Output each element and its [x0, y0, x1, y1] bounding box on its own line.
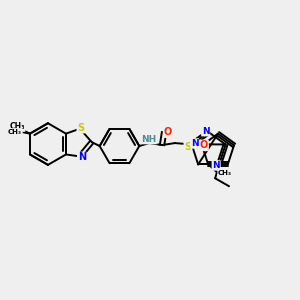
Text: S: S	[184, 142, 191, 152]
Text: N: N	[202, 127, 209, 136]
Text: CH₃: CH₃	[8, 129, 22, 135]
Text: CH₃: CH₃	[218, 170, 232, 176]
Text: NH: NH	[142, 135, 157, 144]
Text: CH₃: CH₃	[9, 122, 25, 131]
Text: N: N	[212, 161, 220, 170]
Text: O: O	[200, 140, 208, 150]
Text: N: N	[78, 152, 86, 162]
Text: N: N	[191, 139, 199, 148]
Text: S: S	[77, 123, 84, 133]
Text: O: O	[164, 127, 172, 137]
